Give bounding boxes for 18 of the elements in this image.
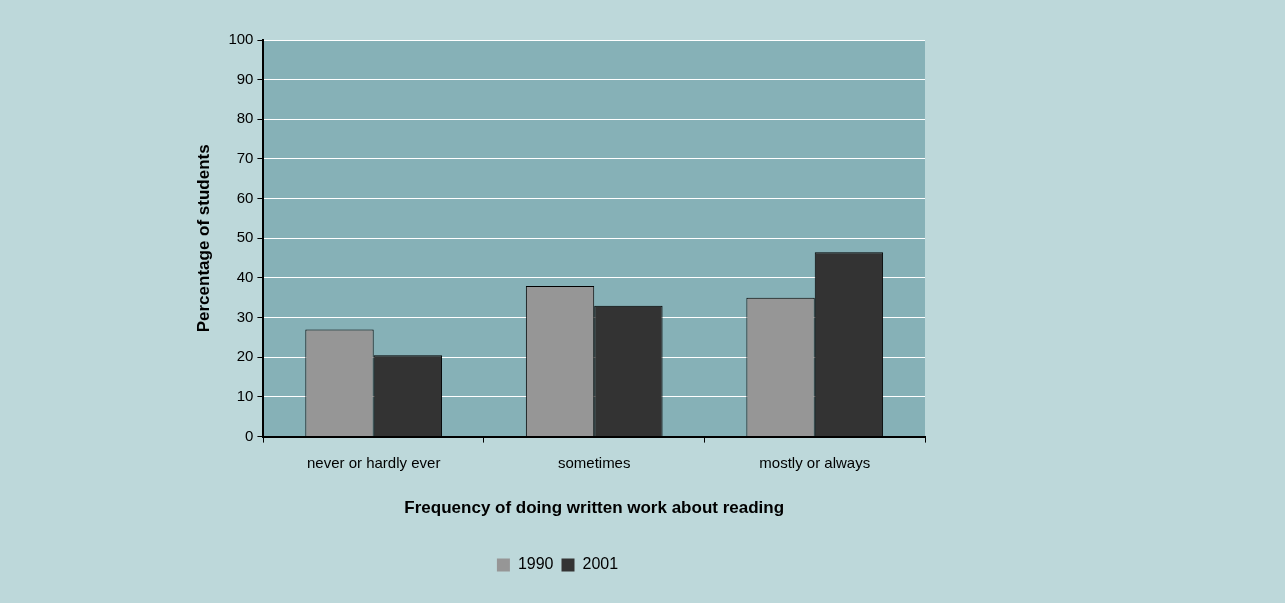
x-axis-title: Frequency of doing written work about reading bbox=[404, 498, 785, 518]
y-tick-label: 70 bbox=[236, 149, 254, 167]
legend-label: 2001 bbox=[582, 555, 619, 573]
legend-label: 1990 bbox=[517, 555, 554, 573]
y-tick-label: 30 bbox=[236, 307, 254, 325]
y-tick-label: 90 bbox=[236, 69, 254, 87]
y-tick-label: 10 bbox=[236, 387, 254, 405]
y-tick-label: 100 bbox=[228, 30, 254, 48]
y-tick-label: 60 bbox=[236, 188, 254, 206]
y-tick-label: 0 bbox=[245, 426, 254, 444]
y-axis-title: Percentage of students bbox=[193, 144, 213, 333]
x-tick-label: never or hardly ever bbox=[306, 453, 441, 471]
y-tick-label: 50 bbox=[236, 228, 254, 246]
y-tick-label: 40 bbox=[236, 268, 254, 286]
x-tick-label: mostly or always bbox=[759, 453, 871, 471]
y-tick-label: 80 bbox=[236, 109, 254, 127]
x-tick-label: sometimes bbox=[557, 453, 631, 471]
y-tick-label: 20 bbox=[236, 347, 254, 365]
